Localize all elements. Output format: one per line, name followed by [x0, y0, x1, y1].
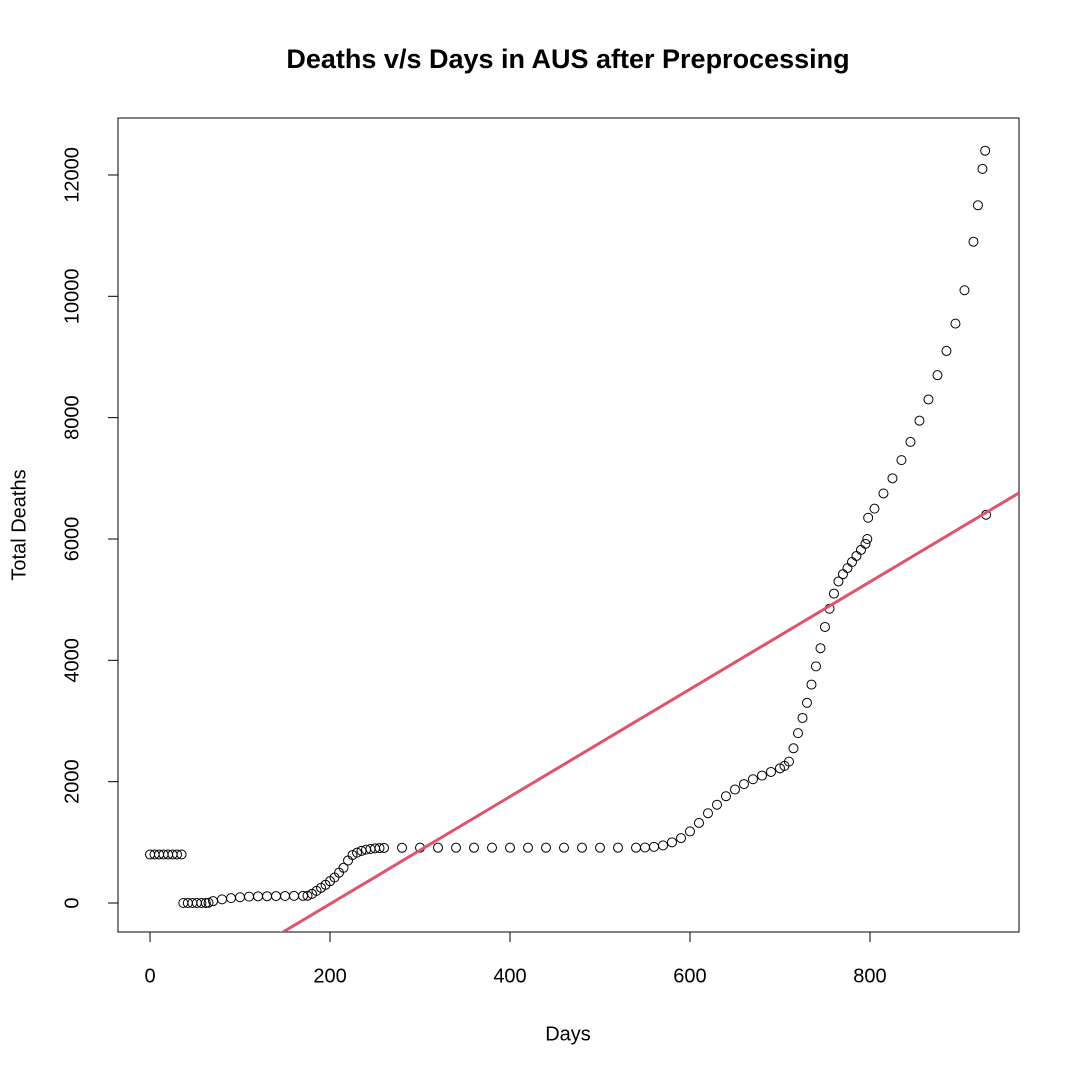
- point: [815, 643, 826, 654]
- point: [896, 455, 907, 466]
- chart-title: Deaths v/s Days in AUS after Preprocessi…: [286, 44, 849, 74]
- plot-area: [145, 145, 1019, 932]
- point: [950, 318, 961, 329]
- y-tick-label: 0: [61, 897, 83, 908]
- point: [684, 826, 695, 837]
- point: [860, 538, 871, 549]
- x-tick-label: 600: [673, 965, 706, 987]
- point: [878, 488, 889, 499]
- point: [196, 898, 207, 909]
- x-tick-label: 0: [144, 965, 155, 987]
- point: [523, 842, 534, 853]
- point: [941, 345, 952, 356]
- point: [451, 842, 462, 853]
- point: [810, 661, 821, 672]
- point: [711, 799, 722, 810]
- point: [819, 621, 830, 632]
- point: [833, 576, 844, 587]
- point: [914, 415, 925, 426]
- point: [559, 842, 570, 853]
- point: [862, 533, 873, 544]
- point: [576, 842, 587, 853]
- point: [720, 791, 731, 802]
- point: [887, 473, 898, 484]
- point: [977, 163, 988, 174]
- point: [505, 842, 516, 853]
- point: [797, 712, 808, 723]
- point: [756, 770, 767, 781]
- point: [738, 779, 749, 790]
- point: [959, 285, 970, 296]
- point: [702, 808, 713, 819]
- point: [176, 849, 187, 860]
- point: [980, 145, 991, 156]
- point: [675, 833, 686, 844]
- point: [801, 697, 812, 708]
- point: [863, 512, 874, 523]
- point: [612, 842, 623, 853]
- y-tick-label: 10000: [61, 268, 83, 324]
- point: [374, 843, 385, 854]
- y-tick-label: 4000: [61, 638, 83, 683]
- point: [923, 394, 934, 405]
- point: [932, 370, 943, 381]
- point: [792, 728, 803, 739]
- point: [379, 842, 390, 853]
- point: [352, 847, 363, 858]
- point: [828, 588, 839, 599]
- point: [968, 236, 979, 247]
- point: [397, 842, 408, 853]
- point: [487, 842, 498, 853]
- point: [972, 200, 983, 211]
- point: [806, 679, 817, 690]
- point: [594, 842, 605, 853]
- point: [693, 817, 704, 828]
- x-tick-label: 200: [313, 965, 346, 987]
- point: [729, 784, 740, 795]
- point: [338, 862, 349, 873]
- point: [747, 774, 758, 785]
- point: [433, 842, 444, 853]
- y-tick-label: 12000: [61, 147, 83, 203]
- point: [783, 756, 794, 767]
- point: [469, 842, 480, 853]
- y-tick-label: 8000: [61, 395, 83, 440]
- point: [541, 842, 552, 853]
- point: [765, 766, 776, 777]
- point: [203, 897, 214, 908]
- x-tick-label: 800: [853, 965, 886, 987]
- point: [905, 436, 916, 447]
- point: [666, 837, 677, 848]
- point: [657, 840, 668, 851]
- y-axis-label: Total Deaths: [8, 469, 30, 580]
- point: [172, 849, 183, 860]
- regression-line: [280, 491, 1019, 932]
- x-axis-label: Days: [545, 1023, 591, 1045]
- point: [869, 503, 880, 514]
- y-tick-label: 2000: [61, 759, 83, 804]
- x-tick-label: 400: [493, 965, 526, 987]
- point: [302, 890, 313, 901]
- point: [788, 743, 799, 754]
- y-tick-label: 6000: [61, 517, 83, 562]
